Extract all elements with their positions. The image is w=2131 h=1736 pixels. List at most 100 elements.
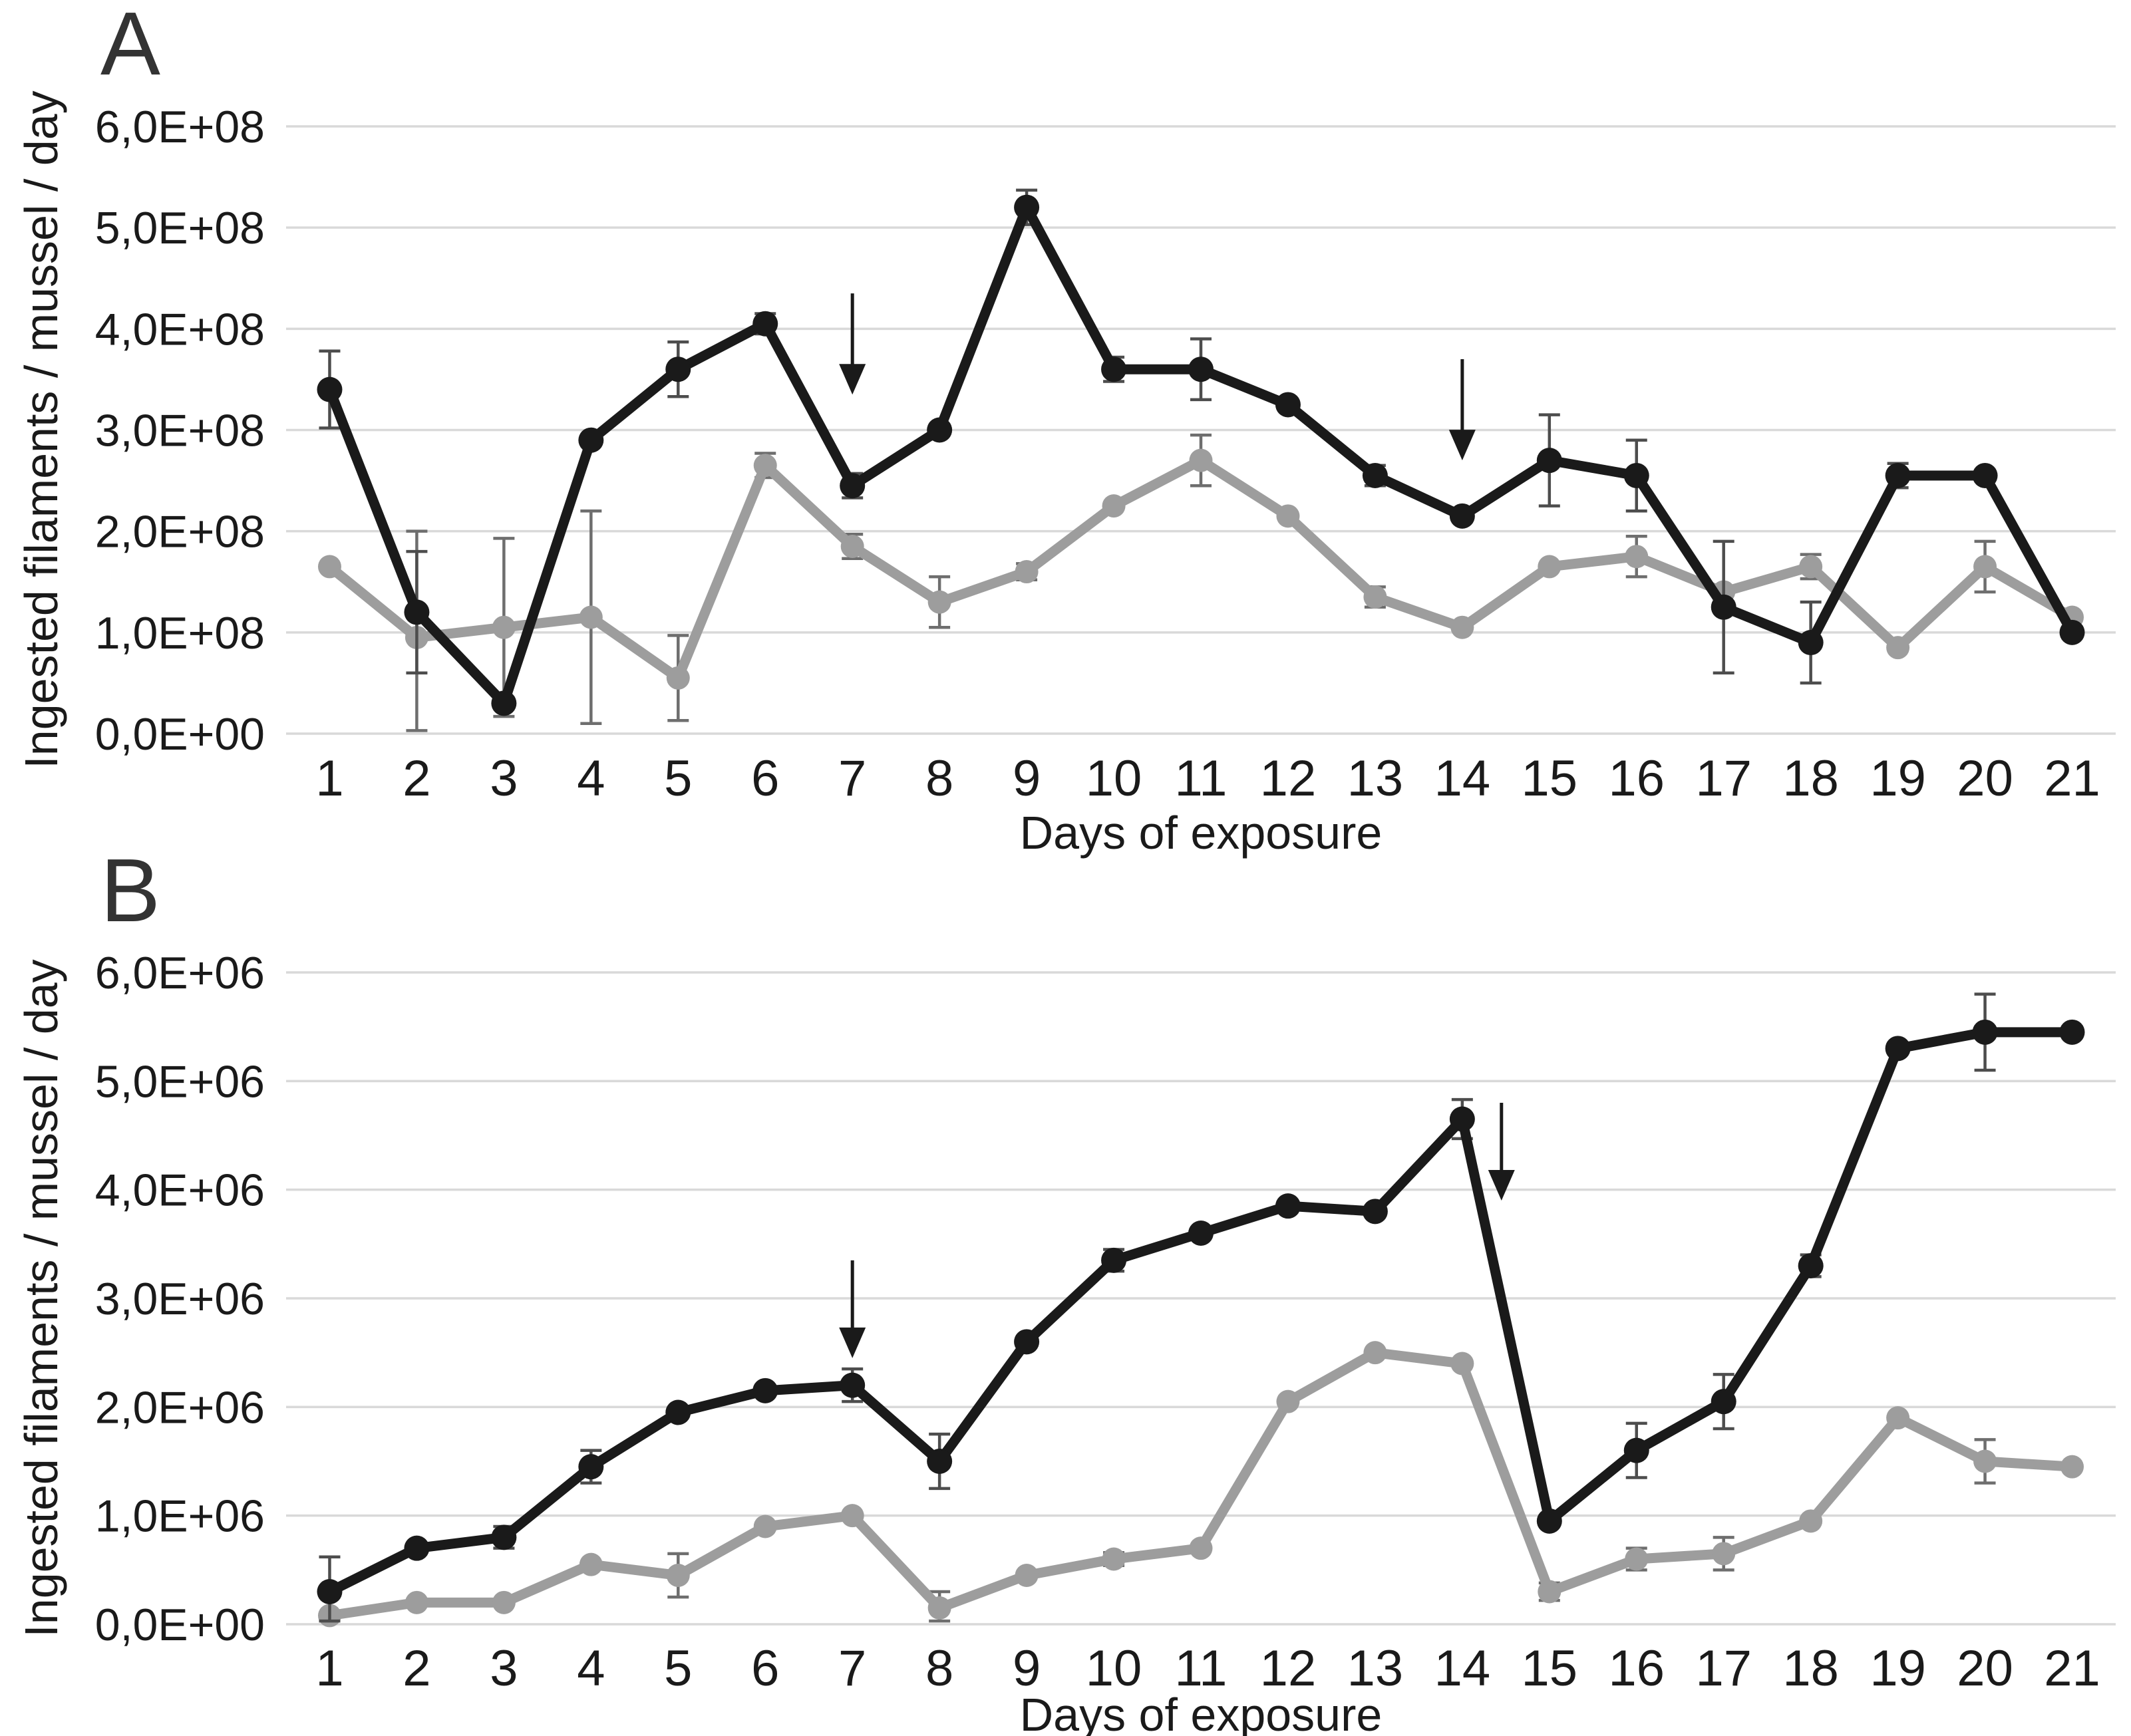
data-point-marker <box>404 599 430 625</box>
data-point-marker <box>404 1535 430 1561</box>
x-tick-label: 10 <box>1086 1640 1142 1697</box>
data-point-marker <box>1014 1329 1040 1355</box>
data-point-marker <box>405 1590 428 1614</box>
data-point-marker <box>491 1524 517 1550</box>
series-black-series <box>317 188 2085 716</box>
annotation-arrow <box>1488 1103 1515 1201</box>
y-tick-label: 3,0E+06 <box>95 1274 265 1324</box>
x-tick-label: 14 <box>1434 750 1491 807</box>
arrow-head-icon <box>839 1327 866 1358</box>
data-point-marker <box>1189 1536 1213 1560</box>
panel-b: 0,0E+00 1,0E+06 2,0E+06 3,0E+06 4,0E+06 5,0E+… <box>15 840 2116 1736</box>
data-point-marker <box>666 666 690 690</box>
y-tick-label: 1,0E+06 <box>95 1491 265 1542</box>
x-tick-label: 3 <box>490 1640 518 1697</box>
data-point-marker <box>1972 1019 1998 1045</box>
data-point-marker <box>1972 462 1998 488</box>
gridlines <box>286 971 2116 1626</box>
x-tick-label: 13 <box>1347 750 1404 807</box>
data-point-marker <box>1014 194 1040 220</box>
data-point-marker <box>2060 1455 2084 1479</box>
x-tick-label: 17 <box>1695 750 1752 807</box>
data-point-marker <box>1102 494 1126 518</box>
data-point-marker <box>491 690 517 716</box>
x-tick-label: 1 <box>315 1640 343 1697</box>
data-point-marker <box>753 454 777 478</box>
x-tick-label: 6 <box>751 1640 779 1697</box>
data-point-marker <box>317 555 341 579</box>
x-tick-label: 11 <box>1175 1640 1228 1697</box>
y-tick-label: 5,0E+06 <box>95 1056 265 1107</box>
x-axis-title: Days of exposure <box>1020 1689 1383 1736</box>
data-point-marker <box>1886 636 1910 660</box>
data-point-marker <box>1886 1406 1910 1430</box>
data-point-marker <box>927 590 951 614</box>
data-point-marker <box>1101 1247 1127 1273</box>
arrow-head-icon <box>1448 430 1476 461</box>
x-tick-label: 5 <box>664 750 692 807</box>
x-tick-label: 7 <box>838 750 866 807</box>
y-axis-title: Ingested filaments / mussel / day <box>15 90 67 768</box>
x-tick-label: 16 <box>1608 1640 1665 1697</box>
data-point-marker <box>578 427 604 453</box>
panel-letter: A <box>100 0 160 94</box>
data-point-marker <box>840 534 864 558</box>
arrow-head-icon <box>839 364 866 395</box>
x-tick-label: 4 <box>577 1640 605 1697</box>
data-point-marker <box>1362 1199 1388 1225</box>
data-point-marker <box>1188 357 1214 382</box>
x-tick-label: 21 <box>2044 1640 2100 1697</box>
data-point-marker <box>753 1515 777 1538</box>
x-tick-label: 11 <box>1175 750 1228 807</box>
data-point-marker <box>1536 1508 1562 1534</box>
data-point-marker <box>1625 545 1649 569</box>
data-point-marker <box>1188 1221 1214 1246</box>
x-tick-label: 6 <box>751 750 779 807</box>
data-point-marker <box>1275 1193 1301 1219</box>
x-tick-label: 9 <box>1013 1640 1041 1697</box>
x-tick-label: 9 <box>1013 750 1041 807</box>
x-tick-label: 8 <box>925 750 953 807</box>
data-point-marker <box>1015 1564 1039 1587</box>
x-tick-label: 8 <box>925 1640 953 1697</box>
data-point-marker <box>1450 1352 1474 1375</box>
data-point-marker <box>492 1590 516 1614</box>
data-point-marker <box>665 357 691 382</box>
data-point-marker <box>579 1552 603 1576</box>
data-point-marker <box>665 1399 691 1425</box>
x-tick-label: 20 <box>1957 750 2013 807</box>
data-point-marker <box>1363 585 1387 609</box>
data-point-marker <box>579 605 603 629</box>
y-axis-title: Ingested filaments / mussel / day <box>15 959 67 1637</box>
data-point-marker <box>927 1449 953 1474</box>
y-tick-label: 2,0E+06 <box>95 1382 265 1433</box>
x-tick-label: 16 <box>1608 750 1665 807</box>
y-tick-label: 4,0E+08 <box>95 304 265 355</box>
series-gray-series <box>317 1341 2084 1628</box>
y-tick-label: 5,0E+08 <box>95 203 265 253</box>
panel-letter: B <box>100 840 160 940</box>
y-tick-label: 4,0E+06 <box>95 1165 265 1216</box>
data-point-marker <box>1711 594 1736 620</box>
y-tick-label: 1,0E+08 <box>95 608 265 658</box>
data-point-marker <box>1623 1437 1649 1463</box>
x-tick-label: 18 <box>1782 1640 1839 1697</box>
data-point-marker <box>492 615 516 639</box>
data-point-marker <box>1712 1542 1736 1566</box>
data-point-marker <box>1362 462 1388 488</box>
data-point-marker <box>1885 462 1911 488</box>
data-point-marker <box>1798 1253 1824 1278</box>
data-point-marker <box>927 1596 951 1620</box>
data-point-marker <box>1275 392 1301 418</box>
data-point-marker <box>1538 555 1561 579</box>
y-tick-label: 2,0E+08 <box>95 507 265 557</box>
data-point-marker <box>1798 630 1824 656</box>
arrow-head-icon <box>1488 1170 1515 1201</box>
x-tick-label: 3 <box>490 750 518 807</box>
x-tick-label: 20 <box>1957 1640 2013 1697</box>
data-point-marker <box>752 1377 778 1403</box>
data-point-marker <box>840 1504 864 1528</box>
x-axis-title: Days of exposure <box>1020 807 1383 859</box>
annotation-arrow <box>839 1260 866 1358</box>
